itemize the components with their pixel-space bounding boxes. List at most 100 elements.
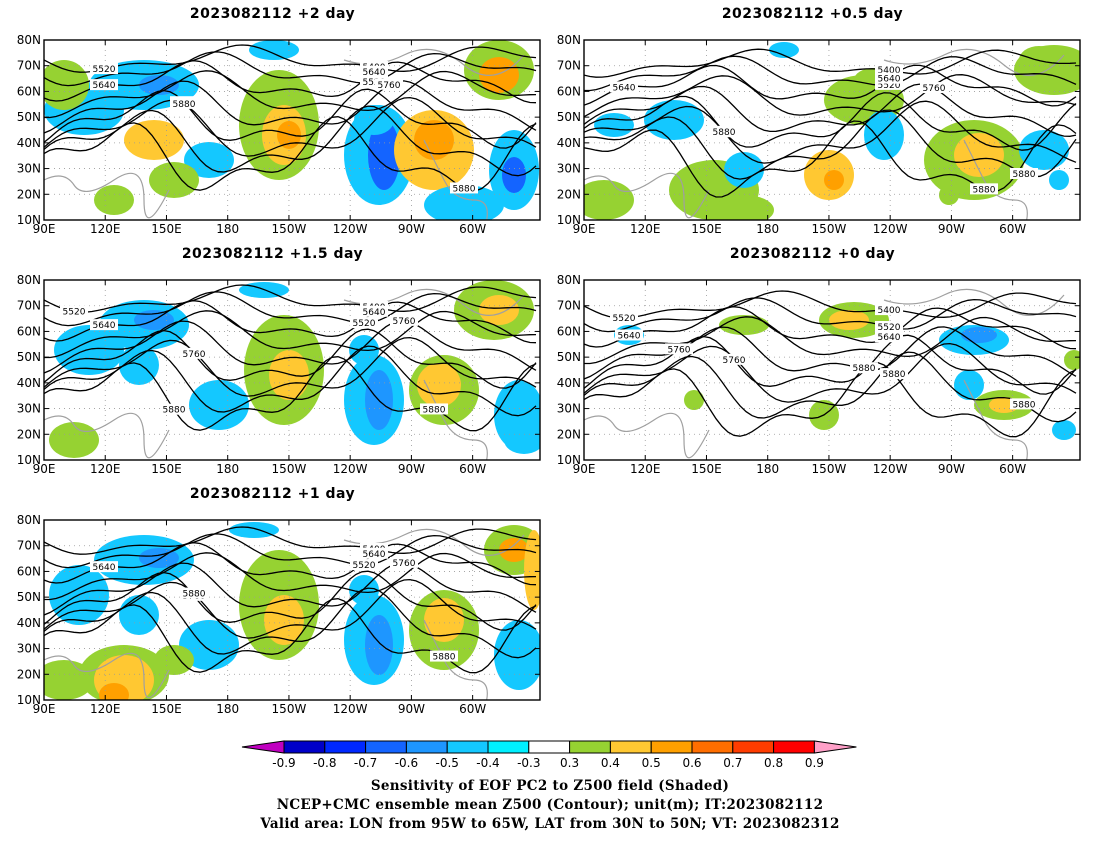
lon-tick-label: 150W xyxy=(812,222,847,236)
z500-contour xyxy=(584,48,1077,78)
z500-contour xyxy=(44,356,537,432)
lat-tick-label: 10N xyxy=(17,213,41,227)
map-canvas: 55205400552056405640576057605880588080N7… xyxy=(17,273,541,476)
map-frame xyxy=(583,279,1081,461)
lat-tick-label: 60N xyxy=(17,324,41,338)
contour-label: 5880 xyxy=(423,405,446,415)
lat-tick-label: 40N xyxy=(557,136,581,150)
lat-tick-label: 40N xyxy=(17,136,41,150)
lat-tick-label: 60N xyxy=(557,84,581,98)
colorbar-legend: -0.9 -0.8 -0.7 -0.6 -0.5 -0.4 -0.3 0.3 0.4 0.5 0.6… xyxy=(0,736,1100,776)
contour-label: 5520 xyxy=(878,323,901,333)
lat-tick-label: 70N xyxy=(557,59,581,73)
lon-tick-label: 180 xyxy=(756,222,779,236)
lon-tick-label: 90E xyxy=(33,462,56,476)
contour-label: 5640 xyxy=(93,563,116,573)
lon-tick-label: 120E xyxy=(630,462,661,476)
colorbar-label: 0.5 xyxy=(642,756,661,770)
lat-tick-label: 10N xyxy=(17,453,41,467)
z500-contour xyxy=(44,570,537,631)
colorbar-arrow-left xyxy=(241,740,285,754)
panel-title: 2023082112 +0.5 day xyxy=(721,6,904,22)
map-frame xyxy=(43,39,541,221)
lon-tick-label: 120W xyxy=(333,702,368,716)
sensitivity-shade xyxy=(154,645,194,675)
z500-contour xyxy=(584,351,1077,423)
sensitivity-shade xyxy=(49,422,99,458)
colorbar-swatch xyxy=(650,740,693,754)
lon-tick-label: 150E xyxy=(691,222,722,236)
lon-tick-label: 90E xyxy=(33,222,56,236)
z500-contour xyxy=(44,345,537,417)
panel-title: 2023082112 +2 day xyxy=(189,6,356,22)
lat-tick-label: 80N xyxy=(17,33,41,47)
lat-tick-label: 40N xyxy=(17,616,41,630)
sensitivity-shade xyxy=(189,380,249,430)
lat-tick-label: 20N xyxy=(557,427,581,441)
z500-contour xyxy=(44,291,537,327)
z500-contour xyxy=(584,64,1077,107)
sensitivity-shade xyxy=(684,390,704,410)
z500-contour xyxy=(584,334,1077,395)
caption-line-3: Valid area: LON from 95W to 65W, LAT fro… xyxy=(260,816,840,832)
contour-label: 5760 xyxy=(923,84,946,94)
contour-label: 5880 xyxy=(433,653,456,663)
colorbar-label: -0.4 xyxy=(476,756,499,770)
contour-label: 5760 xyxy=(183,350,206,360)
lat-tick-label: 70N xyxy=(557,299,581,313)
lon-tick-label: 120E xyxy=(90,222,121,236)
lon-tick-label: 150W xyxy=(272,222,307,236)
lat-tick-label: 10N xyxy=(557,213,581,227)
lon-tick-label: 120W xyxy=(873,462,908,476)
sensitivity-shade xyxy=(349,575,379,605)
lat-tick-label: 30N xyxy=(557,162,581,176)
z500-contour xyxy=(44,105,537,177)
sensitivity-shade xyxy=(44,660,94,700)
z500-contour xyxy=(44,598,537,674)
lon-tick-label: 180 xyxy=(216,222,239,236)
sensitivity-shade xyxy=(94,185,134,215)
sensitivity-shade xyxy=(1049,170,1069,190)
contour-label: 5880 xyxy=(713,128,736,138)
sensitivity-shade xyxy=(594,113,634,137)
lat-tick-label: 60N xyxy=(17,564,41,578)
lon-tick-label: 90E xyxy=(573,462,596,476)
contour-label: 5520 xyxy=(878,81,901,91)
lat-tick-label: 80N xyxy=(17,513,41,527)
lat-tick-label: 60N xyxy=(17,84,41,98)
lat-tick-label: 50N xyxy=(17,590,41,604)
lat-tick-label: 80N xyxy=(557,273,581,287)
z500-contour xyxy=(44,320,537,374)
contour-label: 5520 xyxy=(353,561,376,571)
lat-tick-label: 50N xyxy=(557,110,581,124)
colorbar-label: 0.6 xyxy=(682,756,701,770)
map-panel-day1: 2023082112 +1 day 5400552056405640576057… xyxy=(0,480,545,716)
colorbar-swatch xyxy=(732,740,775,754)
contour-label: 5760 xyxy=(393,559,416,569)
lon-tick-label: 120W xyxy=(333,462,368,476)
z500-contour xyxy=(44,587,537,659)
lon-tick-label: 90E xyxy=(33,702,56,716)
contour-label: 5880 xyxy=(163,406,186,416)
contour-label: 5520 xyxy=(613,314,636,324)
sensitivity-shade xyxy=(939,185,959,205)
contour-label: 5880 xyxy=(853,364,876,374)
map-canvas: 54005520564056405760576058805880588080N7… xyxy=(557,33,1081,236)
contour-label: 5640 xyxy=(93,81,116,91)
contour-label: 5760 xyxy=(668,345,691,355)
lon-tick-label: 90W xyxy=(938,222,965,236)
lat-tick-label: 20N xyxy=(17,187,41,201)
lon-tick-label: 120W xyxy=(873,222,908,236)
lat-tick-label: 80N xyxy=(17,273,41,287)
lat-tick-label: 30N xyxy=(17,162,41,176)
sensitivity-shade xyxy=(368,120,400,190)
colorbar-swatch xyxy=(691,740,734,754)
lat-tick-label: 10N xyxy=(557,453,581,467)
contour-label: 5640 xyxy=(93,321,116,331)
z500-contour xyxy=(44,300,537,344)
colorbar-label: 0.4 xyxy=(601,756,620,770)
lat-tick-label: 40N xyxy=(17,376,41,390)
contour-label: 5640 xyxy=(363,68,386,78)
colorbar-label: -0.5 xyxy=(435,756,458,770)
contour-label: 5880 xyxy=(1013,170,1036,180)
